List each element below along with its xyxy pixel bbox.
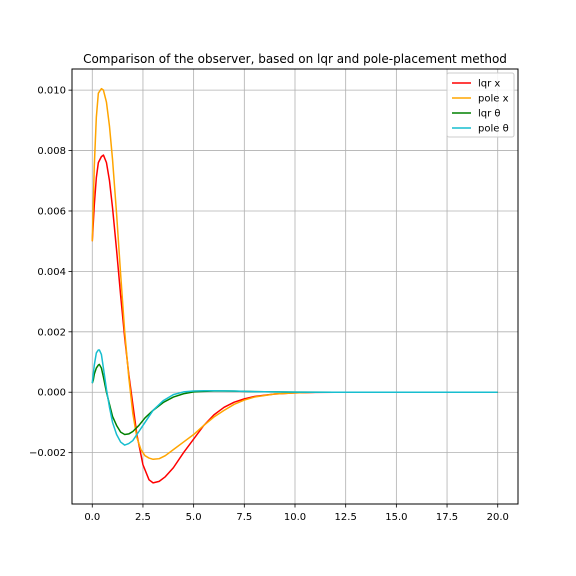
- y-tick-label: 0.004: [37, 267, 66, 278]
- y-tick-label: −0.002: [29, 448, 66, 459]
- legend-label: lqr x: [478, 79, 500, 90]
- x-tick-label: 2.5: [135, 512, 151, 523]
- x-tick-label: 15.0: [385, 512, 407, 523]
- legend: lqr x pole x lqr θ pole θ: [446, 72, 515, 138]
- y-tick-label: 0.006: [37, 206, 66, 217]
- chart-title: Comparison of the observer, based on lqr…: [83, 52, 507, 66]
- series-line-3: [91, 349, 498, 446]
- axis-ticks: 0.0 2.5 5.0 7.5 10.0 12.5 15.0 17.5 20.0 −0.002 0.…: [29, 86, 509, 523]
- legend-box: [446, 72, 515, 138]
- legend-label: lqr θ: [478, 109, 501, 120]
- x-tick-label: 7.5: [236, 512, 252, 523]
- series-line-1: [91, 87, 498, 461]
- x-tick-label: 5.0: [186, 512, 202, 523]
- y-tick-label: 0.010: [37, 86, 66, 97]
- x-tick-label: 17.5: [436, 512, 458, 523]
- x-tick-label: 0.0: [84, 512, 100, 523]
- legend-label: pole θ: [478, 124, 509, 135]
- series-lines: [91, 87, 498, 484]
- x-tick-label: 20.0: [487, 512, 509, 523]
- y-tick-label: 0.008: [37, 146, 66, 157]
- y-tick-label: 0.000: [37, 388, 66, 399]
- x-tick-label: 10.0: [284, 512, 306, 523]
- y-tick-label: 0.002: [37, 327, 66, 338]
- legend-label: pole x: [478, 94, 509, 105]
- x-tick-label: 12.5: [335, 512, 357, 523]
